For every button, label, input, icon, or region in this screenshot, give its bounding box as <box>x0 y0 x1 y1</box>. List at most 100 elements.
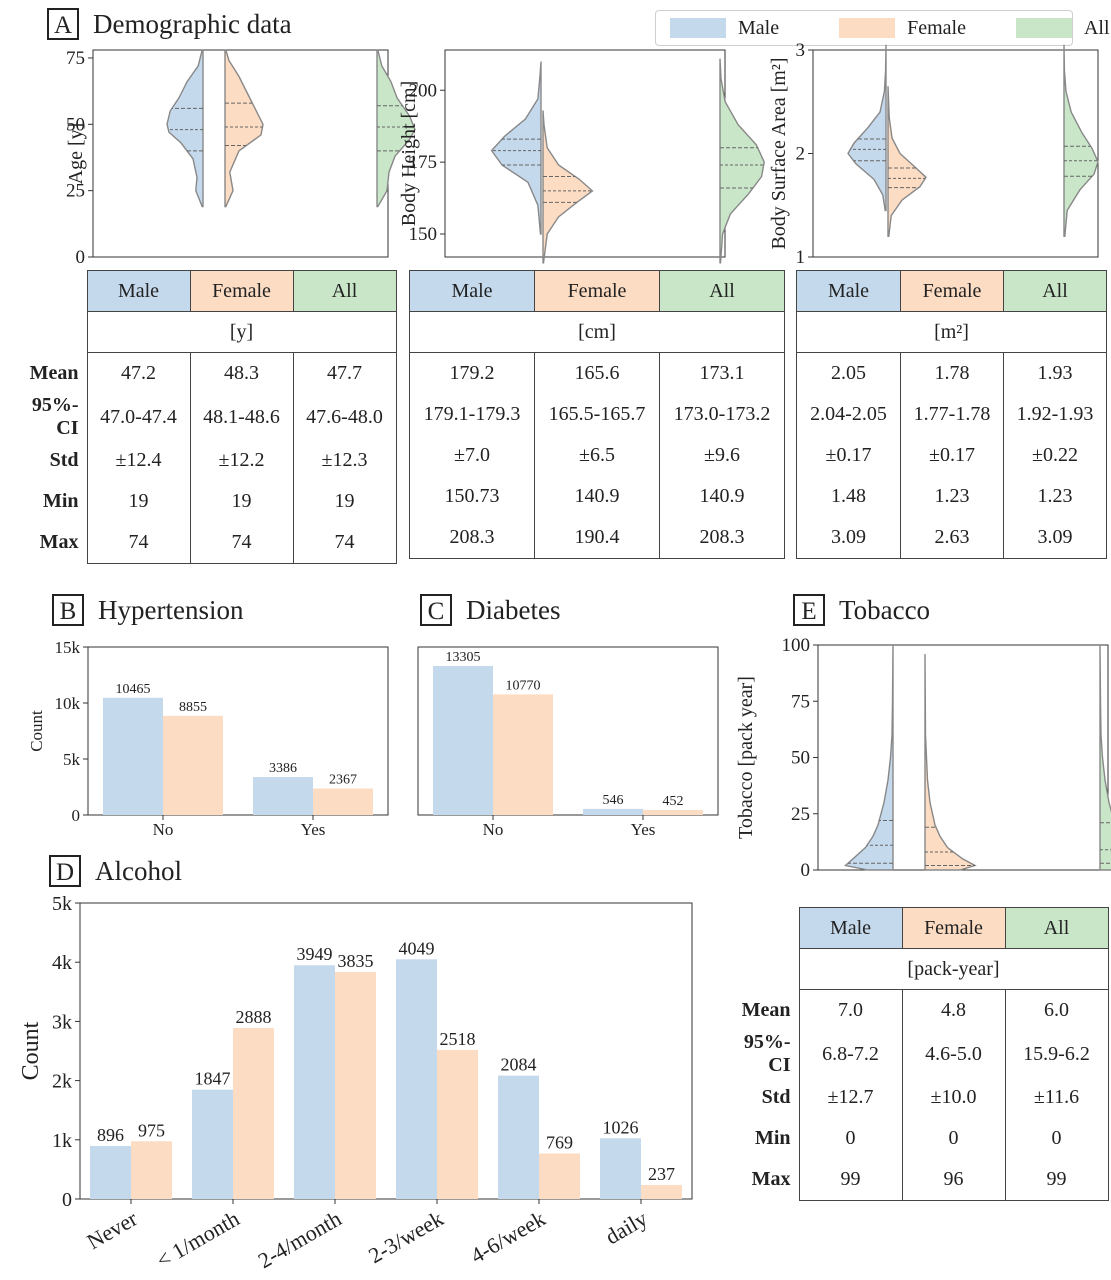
height-ytick-label: 200 <box>409 80 438 101</box>
alcohol-bar-male <box>600 1138 641 1199</box>
alcohol-bar-male <box>498 1075 539 1199</box>
age-unit: [y] <box>86 311 397 353</box>
row-label-max: Max <box>39 531 79 554</box>
table-cell: 0 <box>798 1118 903 1159</box>
table-cell: 208.3 <box>409 517 535 559</box>
table-cell: 1.23 <box>1003 476 1107 517</box>
table-cell: 150.73 <box>409 476 535 517</box>
table-cell: 0 <box>1004 1118 1109 1159</box>
table-cell: 165.6 <box>534 352 660 394</box>
table-cell: 1.77-1.78 <box>900 394 1004 435</box>
legend-swatch-all <box>1015 18 1072 38</box>
alcohol-bar-value-label: 2518 <box>440 1029 476 1049</box>
table-cell: 0 <box>901 1118 1006 1159</box>
diabetes-xtick-label: No <box>483 820 504 839</box>
table-cell: 1.48 <box>796 476 901 517</box>
table-cell: 48.3 <box>189 352 294 394</box>
diabetes-bar-value-label: 452 <box>663 794 684 809</box>
tobacco-ylabel: Tobacco [pack year] <box>735 676 757 839</box>
row-label-std: Std <box>49 449 79 471</box>
alcohol-xtick-label: daily <box>601 1206 652 1250</box>
table-cell: 3.09 <box>1003 517 1107 559</box>
diabetes-bar-value-label: 10770 <box>506 678 541 693</box>
alcohol-ytick-label: 1k <box>52 1130 72 1152</box>
hypertension-ytick-label: 0 <box>72 806 81 825</box>
diabetes-plot-frame <box>417 646 719 816</box>
table-cell: 165.5-165.7 <box>534 394 660 435</box>
panel-d-letter: D <box>49 855 81 887</box>
alcohol-bar-male <box>192 1089 233 1199</box>
table-cell: 1.23 <box>900 476 1004 517</box>
row-label-min: Min <box>754 1127 791 1149</box>
alcohol-bar-value-label: 1026 <box>603 1117 639 1137</box>
diabetes-bar-value-label: 13305 <box>446 650 481 665</box>
height-header-all: All <box>659 270 785 312</box>
row-label-min: Min <box>42 490 79 512</box>
height-ytick-label: 150 <box>409 224 438 245</box>
legend-swatch-male <box>670 18 726 38</box>
height-violin-male <box>490 61 542 235</box>
alcohol-bar-female <box>335 971 376 1199</box>
panel-a-title: A Demographic data <box>47 8 292 40</box>
alcohol-bar-value-label: 769 <box>546 1132 573 1152</box>
alcohol-bar-value-label: 2084 <box>501 1055 537 1075</box>
tobacco-violin-all <box>1099 644 1111 871</box>
table-cell: ±12.7 <box>798 1077 903 1118</box>
bsa-violin-all <box>1063 44 1099 237</box>
table-cell: 47.6-48.0 <box>292 394 397 440</box>
hypertension-bar-value-label: 3386 <box>269 761 297 776</box>
table-cell: 74 <box>86 522 191 564</box>
bsa-ytick-label: 3 <box>796 40 806 61</box>
alcohol-xtick-label: < 1/month <box>152 1206 244 1273</box>
hypertension-bar-male <box>103 697 163 815</box>
bsa-ytick-label: 2 <box>796 144 806 165</box>
tobacco-ytick-label: 50 <box>791 748 810 769</box>
height-violin-female <box>542 110 594 264</box>
bsa-header-female: Female <box>900 270 1004 312</box>
panel-b-title: B Hypertension <box>52 594 243 626</box>
alcohol-ytick-label: 4k <box>52 952 72 974</box>
alcohol-bar-value-label: 1847 <box>195 1069 231 1089</box>
height-stats-table: Male Female All [cm] 179.2 165.6 173.1 1… <box>409 270 785 559</box>
panel-d-title: D Alcohol <box>49 855 182 887</box>
alcohol-bar-male <box>294 965 335 1199</box>
age-violin-female <box>224 49 264 208</box>
row-label-ci: 95%-CI <box>31 394 79 439</box>
age-violin-all <box>376 49 416 208</box>
table-cell: 96 <box>901 1159 1006 1201</box>
tobacco-violin-female <box>924 653 977 871</box>
alcohol-bar-female <box>131 1141 172 1199</box>
table-cell: 7.0 <box>798 989 903 1031</box>
alcohol-xtick-label: 2-4/month <box>254 1206 346 1273</box>
table-cell: 1.78 <box>900 352 1004 394</box>
table-cell: 74 <box>189 522 294 564</box>
alcohol-ytick-label: 5k <box>52 893 72 915</box>
alcohol-ytick-label: 3k <box>52 1011 72 1033</box>
alcohol-bar-female <box>539 1153 580 1199</box>
row-label-std: Std <box>761 1086 791 1108</box>
bsa-ytick-label: 1 <box>796 247 806 268</box>
alcohol-ytick-label: 2k <box>52 1071 72 1093</box>
age-ytick-label: 0 <box>76 247 86 268</box>
row-label-ci: 95%-CI <box>743 1031 791 1076</box>
bsa-violin-male <box>847 44 887 212</box>
height-unit: [cm] <box>409 311 785 353</box>
legend-label-female: Female <box>907 16 966 39</box>
legend-item-male: Male <box>670 17 779 40</box>
tobacco-ytick-label: 100 <box>782 635 811 656</box>
hypertension-ytick-label: 10k <box>55 694 81 713</box>
table-cell: ±11.6 <box>1004 1077 1109 1118</box>
panel-a-letter: A <box>47 8 79 40</box>
alcohol-bar-male <box>90 1145 131 1199</box>
table-cell: ±0.22 <box>1003 435 1107 476</box>
panel-b-title-text: Hypertension <box>98 594 244 625</box>
table-cell: 15.9-6.2 <box>1004 1031 1109 1077</box>
panel-e-letter: E <box>793 594 825 626</box>
diabetes-bar-female <box>493 694 553 815</box>
table-cell: 2.63 <box>900 517 1004 559</box>
table-cell: 1.92-1.93 <box>1003 394 1107 435</box>
table-cell: 179.1-179.3 <box>409 394 535 435</box>
panel-c-letter: C <box>420 594 452 626</box>
alcohol-ytick-label: 0 <box>62 1189 72 1211</box>
panel-c-title: C Diabetes <box>420 594 560 626</box>
